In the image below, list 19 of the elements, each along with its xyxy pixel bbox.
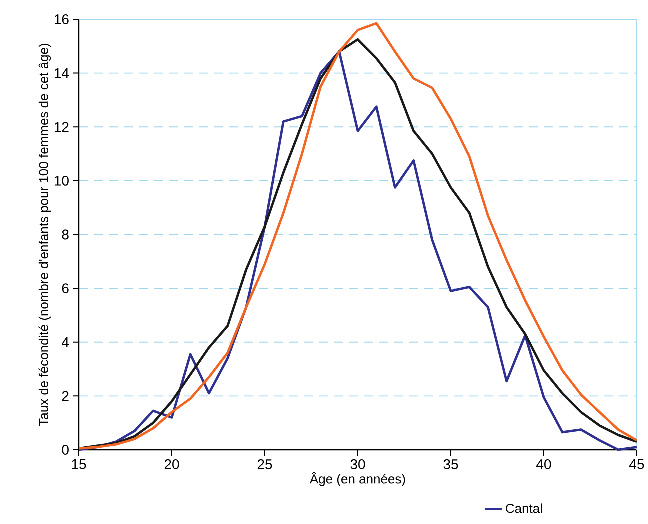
y-tick-label: 4 (62, 338, 70, 348)
x-tick-label: 45 (630, 460, 644, 470)
x-tick-label: 20 (164, 460, 180, 470)
x-tick-label: 40 (536, 460, 552, 470)
x-axis-title: Âge (en années) (310, 472, 406, 486)
y-tick-label: 8 (62, 230, 69, 240)
y-tick-label: 12 (54, 122, 69, 132)
legend-label: Cantal (506, 504, 542, 514)
x-tick-label: 35 (444, 460, 458, 470)
y-tick-label: 16 (54, 14, 69, 24)
y-tick-label: 0 (62, 445, 69, 455)
x-tick-label: 30 (350, 460, 366, 470)
y-tick-label: 2 (62, 391, 69, 402)
y-tick-label: 14 (54, 68, 70, 78)
y-tick-label: 10 (54, 176, 69, 186)
y-axis-title: Taux de fécondité (nombre d'enfants pour 100 femmes de cet âge) (38, 44, 52, 426)
x-tick-label: 25 (258, 460, 272, 470)
x-tick-label: 15 (72, 460, 86, 470)
y-tick-label: 6 (62, 284, 69, 294)
